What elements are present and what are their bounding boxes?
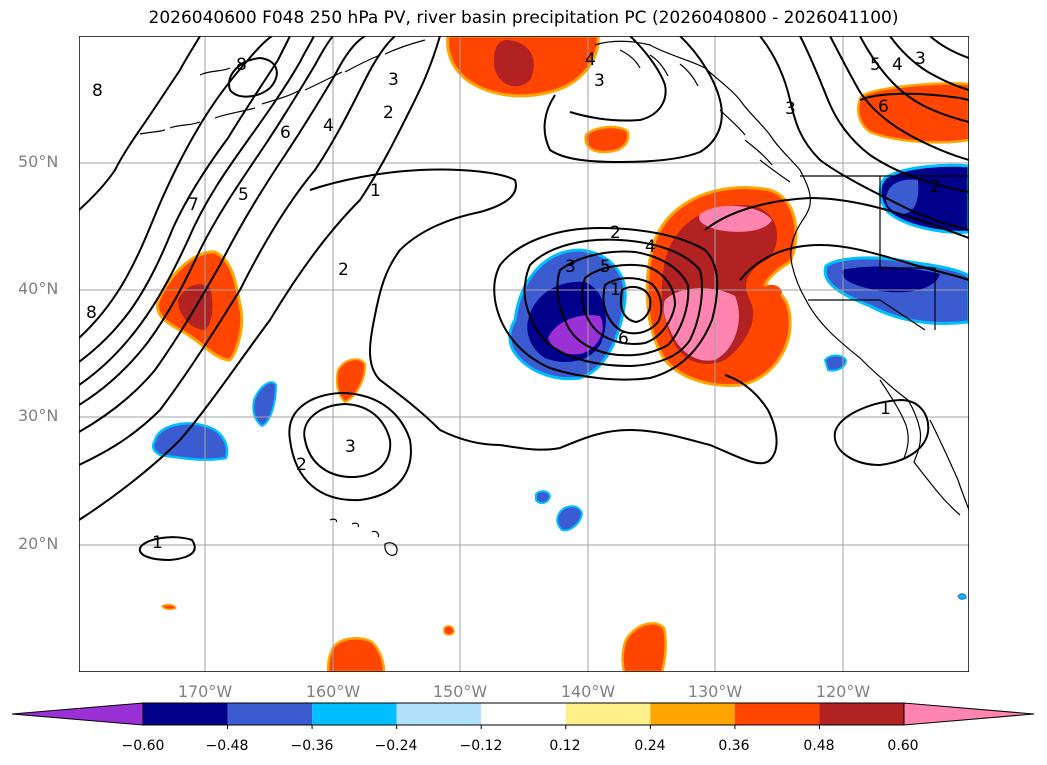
colorbar	[11, 702, 1035, 729]
colorbar-tick-label: 0.60	[887, 738, 919, 754]
latitude-label: 40°N	[18, 279, 59, 298]
contour-label: 2	[383, 103, 394, 123]
colorbar-segment	[650, 703, 735, 725]
colorbar-tick-label: −0.12	[459, 738, 503, 754]
colorbar-tick-label: 0.12	[549, 738, 581, 754]
contour-label: 2	[338, 260, 349, 280]
contour-labels: 8 8 3 4 3 3 6 4 2 7 5 1 1 2 2 4 3 5 6 1 …	[86, 49, 941, 553]
contour-label: 4	[645, 237, 656, 257]
contour-label: 5	[600, 257, 611, 277]
colorbar-extend-max	[903, 702, 1035, 726]
colorbar-segment	[143, 703, 228, 725]
contour-label: 5	[870, 55, 881, 75]
contour-label: 1	[370, 181, 381, 201]
latitude-label: 50°N	[18, 152, 59, 171]
pv-contours	[79, 36, 969, 562]
figure-title: 2026040600 F048 250 hPa PV, river basin …	[148, 8, 899, 28]
contour-label: 8	[236, 55, 247, 75]
contour-label: 8	[86, 303, 97, 323]
colorbar-tick-label: 0.48	[803, 738, 835, 754]
colorbar-segment	[227, 703, 313, 725]
contour-label: 2	[930, 177, 941, 197]
contour-label: 7	[188, 195, 199, 215]
coastlines	[139, 39, 969, 556]
colorbar-tick-label: −0.48	[205, 738, 249, 754]
colorbar-tick-label: −0.24	[374, 738, 418, 754]
contour-label: 6	[618, 329, 629, 349]
colorbar-tick-label: −0.60	[121, 738, 165, 754]
contour-label: 3	[565, 257, 576, 277]
longitude-label: 150°W	[432, 682, 488, 701]
colorbar-segment	[819, 703, 904, 725]
longitude-label: 170°W	[177, 682, 233, 701]
colorbar-tick-label: −0.36	[290, 738, 334, 754]
colorbar-extend-min	[11, 702, 144, 726]
contour-label: 2	[610, 223, 621, 243]
colorbar-tick-label: 0.24	[634, 738, 666, 754]
contour-label: 2	[296, 455, 307, 475]
colorbar-segment	[734, 703, 820, 725]
colorbar-tick-label: 0.36	[718, 738, 750, 754]
contour-label: 6	[878, 97, 889, 117]
map-plot-area: 8 8 3 4 3 3 6 4 2 7 5 1 1 2 2 4 3 5 6 1 …	[79, 36, 969, 672]
longitude-label: 140°W	[560, 682, 616, 701]
colorbar-frame	[142, 702, 905, 726]
colorbar-segment	[312, 703, 397, 725]
contour-label: 6	[280, 123, 291, 143]
contour-label: 3	[345, 437, 356, 457]
contour-label: 3	[594, 71, 605, 91]
latitude-label: 20°N	[18, 534, 59, 553]
contour-label: 8	[92, 81, 103, 101]
colorbar-segment	[565, 703, 651, 725]
contour-label: 5	[238, 185, 249, 205]
contour-label: 1	[152, 533, 163, 553]
contour-label: 1	[610, 280, 621, 300]
longitude-label: 130°W	[687, 682, 743, 701]
colorbar-segment	[396, 703, 482, 725]
contour-label: 4	[892, 55, 903, 75]
contour-label: 1	[880, 399, 891, 419]
contour-label: 3	[388, 70, 399, 90]
contour-label: 4	[585, 50, 596, 70]
colorbar-segment	[481, 703, 566, 725]
contour-label: 3	[785, 99, 796, 119]
latitude-label: 30°N	[18, 406, 59, 425]
contour-label: 4	[323, 116, 334, 136]
longitude-label: 160°W	[305, 682, 361, 701]
positive-anomaly-small	[584, 125, 630, 154]
positive-anomaly-canada	[856, 82, 969, 144]
longitude-label: 120°W	[815, 682, 871, 701]
contour-label: 3	[915, 49, 926, 69]
